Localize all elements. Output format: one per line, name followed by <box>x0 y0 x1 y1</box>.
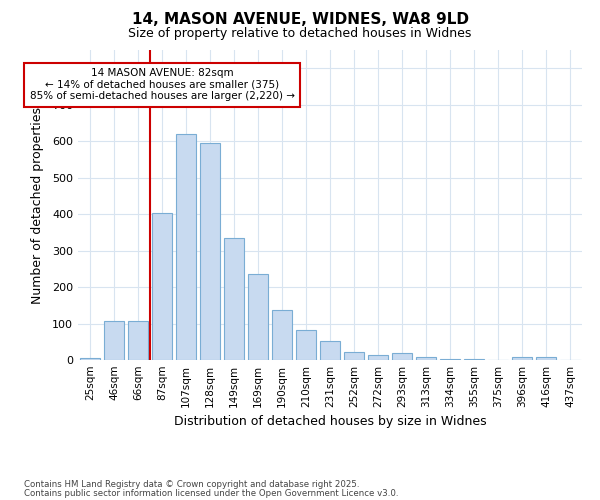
Bar <box>104 320 124 360</box>
Bar <box>440 359 460 360</box>
Text: Contains HM Land Registry data © Crown copyright and database right 2025.: Contains HM Land Registry data © Crown c… <box>24 480 359 489</box>
Bar <box>248 274 268 360</box>
Bar <box>464 359 484 360</box>
Bar <box>152 213 172 360</box>
Bar <box>176 134 196 360</box>
Bar <box>224 238 244 360</box>
Bar <box>128 320 148 360</box>
Text: Size of property relative to detached houses in Widnes: Size of property relative to detached ho… <box>128 28 472 40</box>
Bar <box>344 352 364 360</box>
Text: 14 MASON AVENUE: 82sqm
← 14% of detached houses are smaller (375)
85% of semi-de: 14 MASON AVENUE: 82sqm ← 14% of detached… <box>29 68 295 102</box>
Bar <box>512 357 532 360</box>
Bar <box>392 354 412 360</box>
Bar <box>368 354 388 360</box>
Text: Contains public sector information licensed under the Open Government Licence v3: Contains public sector information licen… <box>24 488 398 498</box>
Bar <box>416 358 436 360</box>
Bar <box>296 330 316 360</box>
Bar <box>320 342 340 360</box>
Y-axis label: Number of detached properties: Number of detached properties <box>31 106 44 304</box>
Bar <box>200 143 220 360</box>
Bar <box>536 357 556 360</box>
X-axis label: Distribution of detached houses by size in Widnes: Distribution of detached houses by size … <box>173 416 487 428</box>
Text: 14, MASON AVENUE, WIDNES, WA8 9LD: 14, MASON AVENUE, WIDNES, WA8 9LD <box>131 12 469 28</box>
Bar <box>272 310 292 360</box>
Bar <box>80 358 100 360</box>
